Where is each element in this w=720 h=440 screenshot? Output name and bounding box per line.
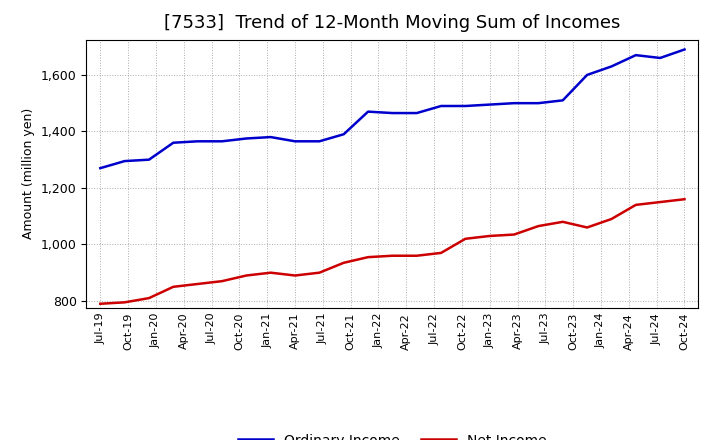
Net Income bbox=[461, 236, 469, 242]
Ordinary Income bbox=[413, 110, 421, 116]
Net Income bbox=[510, 232, 518, 237]
Net Income bbox=[631, 202, 640, 208]
Net Income bbox=[169, 284, 178, 290]
Net Income bbox=[266, 270, 275, 275]
Net Income bbox=[534, 224, 543, 229]
Ordinary Income bbox=[582, 72, 591, 77]
Ordinary Income bbox=[315, 139, 324, 144]
Ordinary Income bbox=[510, 100, 518, 106]
Title: [7533]  Trend of 12-Month Moving Sum of Incomes: [7533] Trend of 12-Month Moving Sum of I… bbox=[164, 15, 621, 33]
Net Income bbox=[291, 273, 300, 278]
Net Income bbox=[559, 219, 567, 224]
Ordinary Income bbox=[461, 103, 469, 109]
Net Income bbox=[120, 300, 129, 305]
Net Income bbox=[242, 273, 251, 278]
Y-axis label: Amount (million yen): Amount (million yen) bbox=[22, 108, 35, 239]
Net Income bbox=[485, 233, 494, 238]
Net Income bbox=[413, 253, 421, 258]
Ordinary Income bbox=[291, 139, 300, 144]
Ordinary Income bbox=[680, 47, 689, 52]
Ordinary Income bbox=[559, 98, 567, 103]
Ordinary Income bbox=[217, 139, 226, 144]
Net Income bbox=[388, 253, 397, 258]
Ordinary Income bbox=[339, 132, 348, 137]
Ordinary Income bbox=[266, 135, 275, 140]
Ordinary Income bbox=[656, 55, 665, 61]
Net Income bbox=[217, 279, 226, 284]
Net Income bbox=[339, 260, 348, 265]
Ordinary Income bbox=[607, 64, 616, 69]
Ordinary Income bbox=[194, 139, 202, 144]
Line: Net Income: Net Income bbox=[100, 199, 685, 304]
Ordinary Income bbox=[534, 100, 543, 106]
Net Income bbox=[194, 281, 202, 286]
Legend: Ordinary Income, Net Income: Ordinary Income, Net Income bbox=[233, 428, 552, 440]
Net Income bbox=[437, 250, 446, 256]
Ordinary Income bbox=[120, 158, 129, 164]
Net Income bbox=[582, 225, 591, 230]
Line: Ordinary Income: Ordinary Income bbox=[100, 49, 685, 168]
Ordinary Income bbox=[437, 103, 446, 109]
Ordinary Income bbox=[145, 157, 153, 162]
Ordinary Income bbox=[169, 140, 178, 145]
Net Income bbox=[607, 216, 616, 222]
Ordinary Income bbox=[96, 165, 104, 171]
Ordinary Income bbox=[388, 110, 397, 116]
Ordinary Income bbox=[364, 109, 372, 114]
Ordinary Income bbox=[242, 136, 251, 141]
Net Income bbox=[315, 270, 324, 275]
Ordinary Income bbox=[631, 52, 640, 58]
Ordinary Income bbox=[485, 102, 494, 107]
Net Income bbox=[96, 301, 104, 306]
Net Income bbox=[364, 254, 372, 260]
Net Income bbox=[656, 199, 665, 205]
Net Income bbox=[680, 197, 689, 202]
Net Income bbox=[145, 296, 153, 301]
